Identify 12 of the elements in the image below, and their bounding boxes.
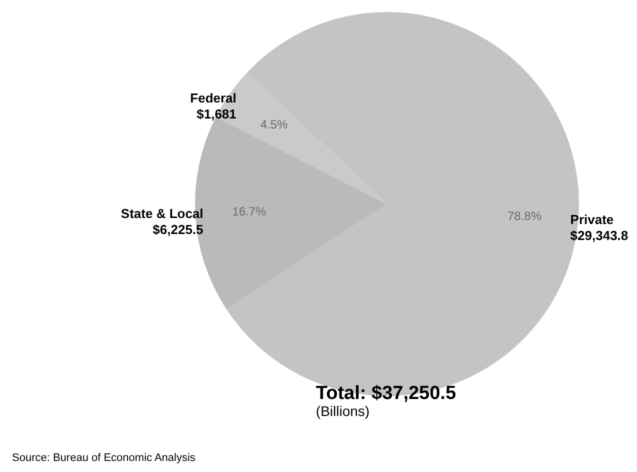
text: 78.8% (507, 208, 542, 223)
text: 16.7% (232, 204, 266, 219)
text: Total: $37,250.5 (316, 383, 456, 404)
slice-label: Private (570, 212, 614, 227)
source-note: Source: Bureau of Economic Analysis (12, 452, 196, 464)
text: 4.5% (260, 118, 288, 132)
slice-label: State & Local (120, 206, 204, 222)
data-label: $29,343.8 (570, 228, 628, 243)
text: (Billions) (316, 403, 370, 419)
slice-label: Federal (190, 90, 236, 106)
data-label: $6,225.5 (152, 222, 204, 238)
data-label: $1,681 (196, 106, 236, 122)
